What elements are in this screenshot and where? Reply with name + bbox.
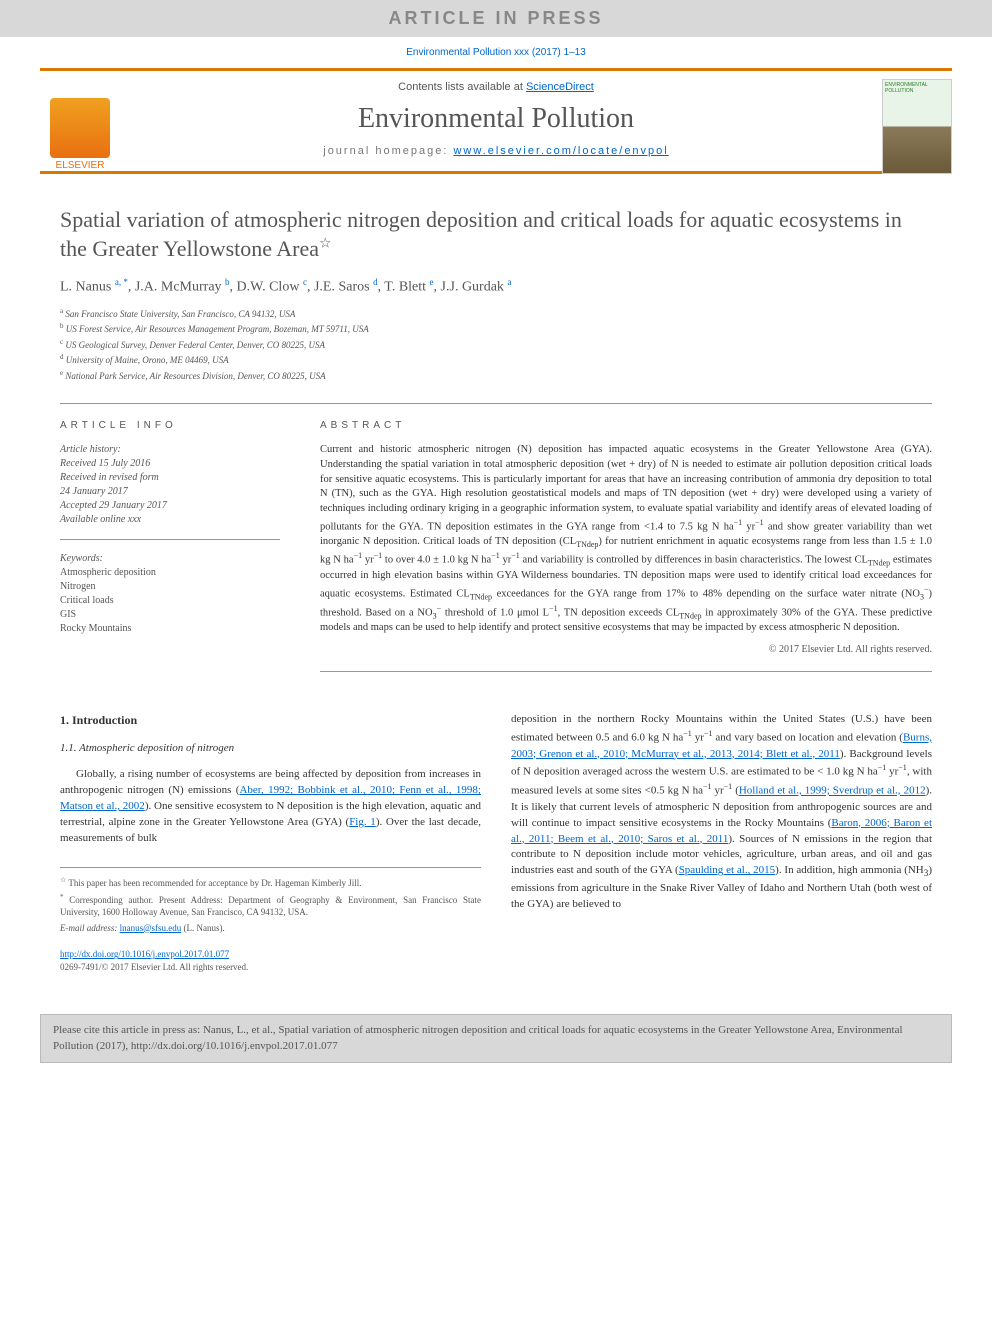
history-line: 24 January 2017 [60, 485, 280, 499]
doi-link[interactable]: http://dx.doi.org/10.1016/j.envpol.2017.… [60, 949, 229, 959]
title-text: Spatial variation of atmospheric nitroge… [60, 207, 902, 261]
title-footnote-marker: ☆ [319, 236, 332, 251]
elsevier-tree-icon [50, 98, 110, 158]
publisher-logo[interactable]: ELSEVIER [40, 81, 120, 171]
history-label: Article history: [60, 443, 280, 457]
copyright-line: © 2017 Elsevier Ltd. All rights reserved… [320, 644, 932, 672]
footnote-corresponding: * Corresponding author. Present Address:… [60, 893, 481, 919]
history-line: Received 15 July 2016 [60, 457, 280, 471]
keywords-label: Keywords: [60, 552, 280, 566]
affiliation-line: c US Geological Survey, Denver Federal C… [60, 337, 932, 353]
info-abstract-row: ARTICLE INFO Article history: Received 1… [60, 403, 932, 672]
citation-footer-banner: Please cite this article in press as: Na… [40, 1014, 952, 1063]
author-list: L. Nanus a, *, J.A. McMurray b, D.W. Clo… [60, 277, 932, 296]
journal-cover-thumbnail[interactable]: ENVIRONMENTAL POLLUTION [882, 79, 952, 174]
article-main: Spatial variation of atmospheric nitroge… [0, 174, 992, 994]
article-in-press-banner: ARTICLE IN PRESS [0, 0, 992, 37]
journal-homepage-line: journal homepage: www.elsevier.com/locat… [40, 145, 952, 157]
header-citation: Environmental Pollution xxx (2017) 1–13 [0, 37, 992, 64]
issn-copyright-line: 0269-7491/© 2017 Elsevier Ltd. All right… [60, 962, 248, 972]
affiliation-line: b US Forest Service, Air Resources Manag… [60, 321, 932, 337]
email-author-name: (L. Nanus). [183, 923, 224, 933]
footnote-star: ☆ This paper has been recommended for ac… [60, 876, 481, 890]
body-two-column: 1. Introduction 1.1. Atmospheric deposit… [60, 712, 932, 974]
contents-prefix: Contents lists available at [398, 81, 526, 93]
abstract-column: ABSTRACT Current and historic atmospheri… [320, 403, 932, 672]
keywords-block: Keywords: Atmospheric depositionNitrogen… [60, 552, 280, 636]
article-info-column: ARTICLE INFO Article history: Received 1… [60, 403, 280, 672]
history-line: Available online xxx [60, 513, 280, 527]
history-line: Accepted 29 January 2017 [60, 499, 280, 513]
footnote-text: This paper has been recommended for acce… [68, 878, 361, 888]
footnote-email: E-mail address: lnanus@sfsu.edu (L. Nanu… [60, 922, 481, 935]
affiliations-list: a San Francisco State University, San Fr… [60, 306, 932, 384]
body-column-right: deposition in the northern Rocky Mountai… [511, 712, 932, 974]
citation-link[interactable]: Burns, 2003; Grenon et al., 2010; McMurr… [511, 732, 932, 760]
doi-block: http://dx.doi.org/10.1016/j.envpol.2017.… [60, 948, 481, 974]
homepage-prefix: journal homepage: [323, 145, 453, 157]
article-info-heading: ARTICLE INFO [60, 420, 280, 431]
article-history-block: Article history: Received 15 July 2016Re… [60, 443, 280, 540]
keyword-line: Nitrogen [60, 580, 280, 594]
journal-homepage-link[interactable]: www.elsevier.com/locate/envpol [453, 145, 668, 157]
footnotes-block: ☆ This paper has been recommended for ac… [60, 867, 481, 934]
citation-link[interactable]: Baron, 2006; Baron et al., 2011; Beem et… [511, 817, 932, 845]
intro-paragraph-1-continued: deposition in the northern Rocky Mountai… [511, 712, 932, 913]
affiliation-line: e National Park Service, Air Resources D… [60, 368, 932, 384]
publisher-name: ELSEVIER [56, 160, 105, 171]
keyword-line: Rocky Mountains [60, 622, 280, 636]
history-line: Received in revised form [60, 471, 280, 485]
email-label: E-mail address: [60, 923, 117, 933]
corresponding-email-link[interactable]: lnanus@sfsu.edu [120, 923, 182, 933]
figure-link[interactable]: Fig. 1 [349, 816, 376, 828]
contents-available-line: Contents lists available at ScienceDirec… [40, 81, 952, 93]
affiliation-line: a San Francisco State University, San Fr… [60, 306, 932, 322]
intro-paragraph-1: Globally, a rising number of ecosystems … [60, 767, 481, 847]
keyword-line: GIS [60, 608, 280, 622]
citation-link[interactable]: Holland et al., 1999; Sverdrup et al., 2… [739, 785, 926, 797]
affiliation-line: d University of Maine, Orono, ME 04469, … [60, 352, 932, 368]
keyword-line: Critical loads [60, 594, 280, 608]
sciencedirect-link[interactable]: ScienceDirect [526, 81, 594, 93]
subsection-number: 1.1. [60, 742, 77, 754]
section-title: Introduction [72, 713, 137, 727]
keyword-line: Atmospheric deposition [60, 566, 280, 580]
journal-header-box: ELSEVIER ENVIRONMENTAL POLLUTION Content… [40, 68, 952, 174]
footnote-text: Corresponding author. Present Address: D… [60, 895, 481, 918]
body-column-left: 1. Introduction 1.1. Atmospheric deposit… [60, 712, 481, 974]
abstract-heading: ABSTRACT [320, 420, 932, 431]
page-container: ARTICLE IN PRESS Environmental Pollution… [0, 0, 992, 1063]
section-1-heading: 1. Introduction [60, 712, 481, 729]
journal-name: Environmental Pollution [40, 103, 952, 135]
subsection-1-1-heading: 1.1. Atmospheric deposition of nitrogen [60, 741, 481, 757]
article-title: Spatial variation of atmospheric nitroge… [60, 206, 932, 263]
abstract-text: Current and historic atmospheric nitroge… [320, 443, 932, 636]
citation-link[interactable]: Spaulding et al., 2015 [679, 864, 775, 876]
subsection-title: Atmospheric deposition of nitrogen [79, 742, 234, 754]
section-number: 1. [60, 713, 69, 727]
